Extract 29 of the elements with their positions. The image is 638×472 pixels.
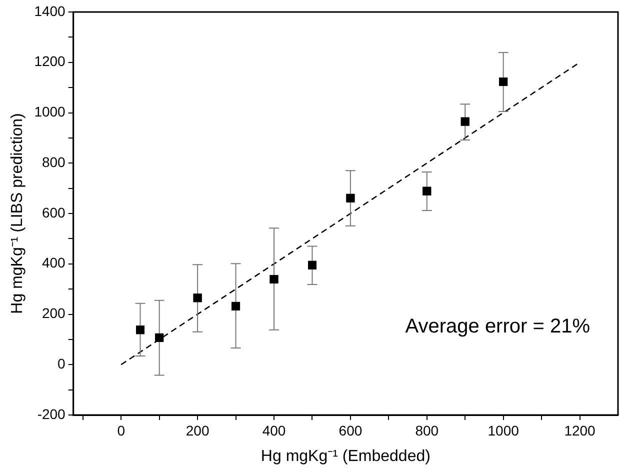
point — [346, 194, 355, 202]
y-tick-label: 800 — [42, 154, 66, 170]
y-tick-label: 400 — [42, 254, 66, 271]
y-axis-title: Hg mgKg⁻¹ (LIBS prediction) — [9, 113, 26, 314]
x-tick-label: 1200 — [564, 422, 596, 438]
point — [499, 78, 508, 86]
y-tick-label: 200 — [42, 305, 66, 322]
x-tick-label: 600 — [338, 422, 362, 438]
point — [270, 274, 278, 284]
point — [422, 186, 432, 196]
x-tick-label: 0 — [117, 422, 126, 438]
y-tick-label: 1200 — [34, 53, 66, 70]
point — [136, 326, 144, 334]
x-axis-title: Hg mgKg⁻¹ (Embedded) — [260, 448, 430, 465]
point — [193, 294, 202, 302]
x-tick-label: 1000 — [488, 422, 520, 438]
point — [155, 333, 164, 342]
y-tick-label: -200 — [37, 406, 66, 422]
y-tick-label: 1400 — [34, 2, 66, 19]
y-tick-label: 1000 — [34, 104, 66, 120]
x-tick-label: 200 — [186, 422, 210, 438]
point — [460, 117, 470, 126]
x-tick-label: 400 — [262, 422, 286, 438]
x-tick-label: 800 — [415, 422, 439, 438]
point — [232, 302, 240, 310]
y-tick-label: 600 — [42, 204, 66, 220]
y-tick-label: 0 — [58, 355, 66, 372]
annotation: Average error = 21% — [405, 316, 590, 338]
point — [308, 260, 316, 270]
